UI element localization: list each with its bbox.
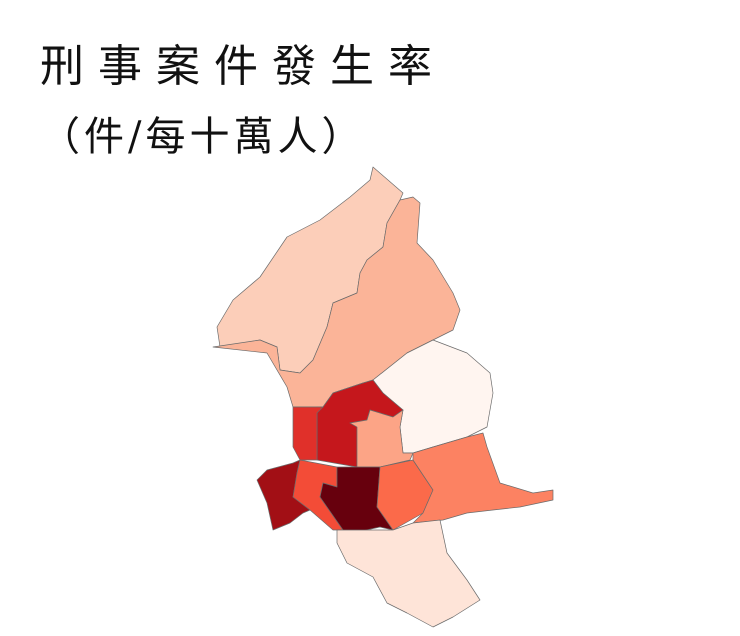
map-title: 刑事案件發生率 [40,41,446,92]
district-region [412,432,554,524]
map-subtitle-unit: （件/每十萬人） [40,114,366,160]
district-region [336,519,481,628]
district-region [292,406,324,461]
